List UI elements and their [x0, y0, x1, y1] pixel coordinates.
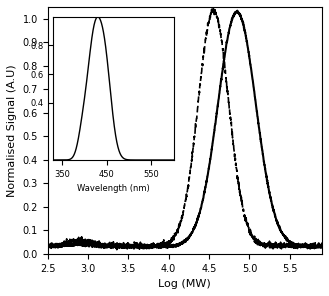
- X-axis label: Log (MW): Log (MW): [159, 279, 211, 289]
- Y-axis label: Normalised Signal (A.U): Normalised Signal (A.U): [7, 64, 17, 197]
